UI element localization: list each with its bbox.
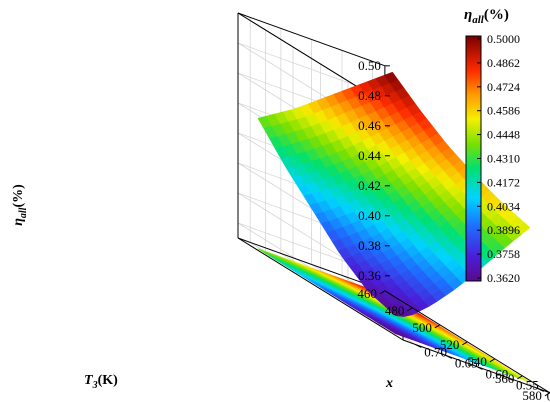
x-axis-label-unit: (K) <box>98 373 119 388</box>
floor-cell <box>389 329 404 338</box>
x-axis-label: T3(K) <box>84 373 118 391</box>
y-axis-ticks: 0.50 0.55 0.60 0.65 0.70 <box>415 343 550 402</box>
x-tick-label: 520 <box>440 337 460 352</box>
colorbar-tick-label: 0.3620 <box>487 271 520 285</box>
z-axis-ticks: 0.36 0.38 0.40 0.42 0.44 0.46 0.48 0.50 <box>358 58 390 283</box>
z-axis-label-unit: (%) <box>11 184 26 208</box>
z-axis-label-symbol: η <box>11 218 26 226</box>
y-axis-label-symbol: x <box>385 376 393 391</box>
z-tick-label: 0.46 <box>358 118 381 133</box>
colorbar-tick-label: 0.3758 <box>487 247 520 261</box>
x-tick-label: 460 <box>357 286 377 301</box>
z-axis-label-sub: all <box>18 207 29 218</box>
z-tick-label: 0.48 <box>358 88 381 103</box>
colorbar-tick-label: 0.4034 <box>487 199 520 213</box>
z-tick-label: 0.42 <box>358 178 381 193</box>
x-tick-label: 560 <box>495 371 515 386</box>
colorbar-tick-label: 0.3896 <box>487 223 520 237</box>
x-tick-label: 480 <box>385 303 405 318</box>
x-axis-label-symbol: T <box>84 373 94 388</box>
x-tick-label: 500 <box>412 320 432 335</box>
y-tick-label: 0.70 <box>424 344 447 359</box>
y-tick-label: 0.50 <box>547 388 550 402</box>
z-tick-label: 0.40 <box>358 208 381 223</box>
colorbar-tick-label: 0.5000 <box>487 32 520 46</box>
colorbar-title: ηall(%) <box>464 7 509 26</box>
x-tick-label: 540 <box>467 354 487 369</box>
colorbar-tick-label: 0.4448 <box>487 128 520 142</box>
colorbar-tick-label: 0.4586 <box>487 104 520 118</box>
colorbar-tick-label: 0.4724 <box>487 80 520 94</box>
x-axis-label-sub: 3 <box>92 380 98 391</box>
surface-cell <box>515 222 531 235</box>
x-tick-label: 580 <box>522 388 542 402</box>
y-tick-label: 0.60 <box>485 366 508 381</box>
colorbar-title-sub: all <box>472 14 485 26</box>
y-tick-label: 0.55 <box>516 377 539 392</box>
z-tick-label: 0.38 <box>358 238 381 253</box>
z-tick-label: 0.44 <box>358 148 381 163</box>
y-axis-label: x <box>385 376 393 391</box>
z-axis-label: ηall(%) <box>11 184 29 226</box>
colorbar-tick-label: 0.4310 <box>487 152 520 166</box>
colorbar-ticks: 0.5000 0.4862 0.4724 0.4586 0.4448 0.4310 0.41… <box>477 32 520 285</box>
y-tick-label: 0.65 <box>455 355 478 370</box>
z-tick-label: 0.50 <box>358 58 381 73</box>
colorbar-title-symbol: η <box>464 7 472 23</box>
colorbar-tick-label: 0.4862 <box>487 56 520 70</box>
surface-mesh <box>257 71 531 317</box>
colorbar-title-unit: (%) <box>484 7 509 23</box>
x-axis-ticks: 460 480 500 520 540 560 580 <box>357 286 550 402</box>
colorbar-tick-label: 0.4172 <box>487 175 520 189</box>
z-tick-label: 0.36 <box>358 268 381 283</box>
